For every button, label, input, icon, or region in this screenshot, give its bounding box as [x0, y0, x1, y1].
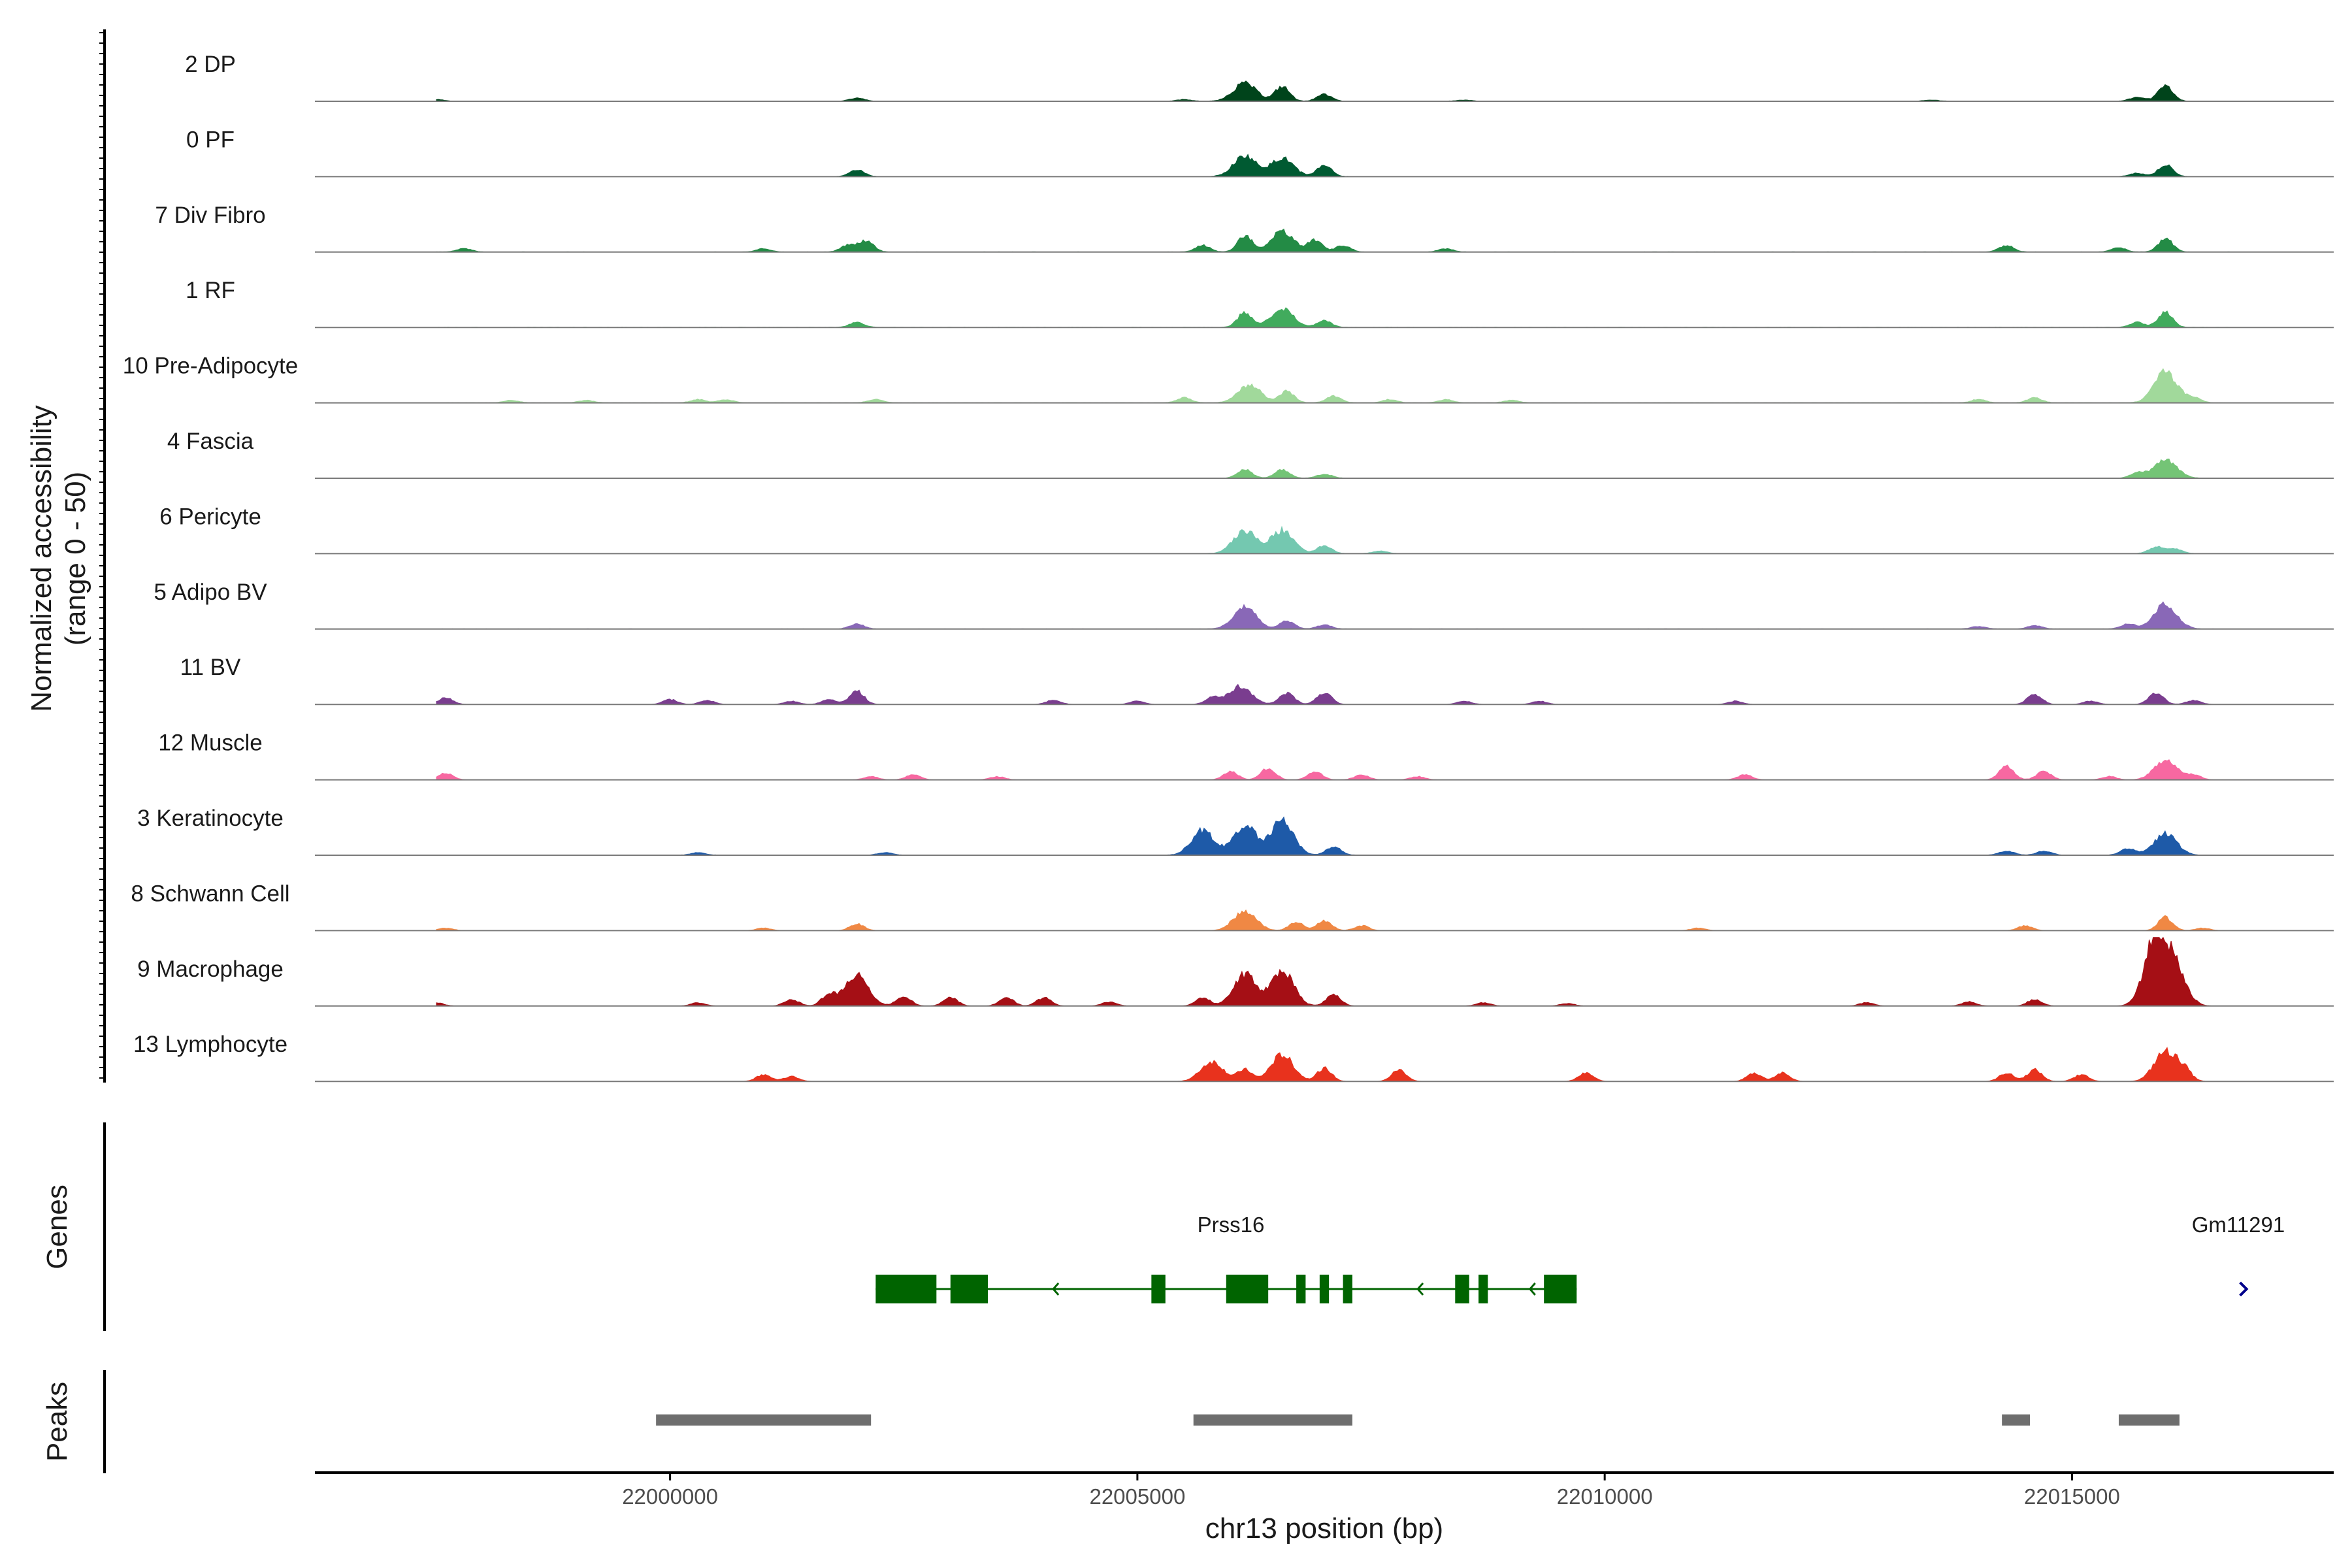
track-11: 3 Keratinocyte	[137, 806, 2334, 856]
gene-label: Prss16	[1198, 1213, 1265, 1237]
x-tick-label: 22015000	[2024, 1484, 2120, 1509]
exon-block	[1455, 1275, 1469, 1303]
exon-block	[1319, 1275, 1330, 1303]
track-2: 0 PF	[186, 127, 2334, 178]
track-13: 9 Macrophage	[137, 936, 2334, 1007]
exon-block	[1151, 1275, 1166, 1303]
coverage-area	[436, 458, 2232, 479]
track-label: 0 PF	[186, 127, 235, 152]
coverage-area	[436, 80, 2232, 102]
coverage-area	[436, 228, 2232, 253]
coverage-area	[436, 154, 2232, 177]
track-1: 2 DP	[185, 52, 2334, 102]
peak-region-track	[656, 1414, 2180, 1426]
track-6: 4 Fascia	[167, 429, 2334, 479]
exon-block	[1296, 1275, 1306, 1303]
gene-annotation-track: Prss16 Gm11291	[875, 1213, 2285, 1303]
strand-arrow-icon	[1416, 1282, 1424, 1296]
track-label: 13 Lymphocyte	[133, 1032, 287, 1057]
strand-arrow-icon	[1528, 1282, 1536, 1296]
track-label: 7 Div Fibro	[155, 203, 265, 228]
gene-label: Gm11291	[2192, 1213, 2285, 1237]
coverage-area	[436, 525, 2232, 554]
y-axis-title-line1: Normalized accessibility	[25, 405, 57, 711]
track-3: 7 Div Fibro	[155, 203, 2334, 253]
exon-block	[1343, 1275, 1352, 1303]
peak-region	[1193, 1414, 1352, 1426]
coverage-area	[436, 307, 2232, 328]
track-label: 11 BV	[180, 655, 241, 680]
track-label: 12 Muscle	[158, 730, 263, 756]
peak-region	[2118, 1414, 2180, 1426]
track-label: 1 RF	[186, 278, 235, 303]
gene-prss16: Prss16	[875, 1213, 1577, 1303]
track-4: 1 RF	[186, 278, 2334, 329]
coverage-tracks: 2 DP 0 PF 7 Div Fibro 1 RF 10 Pre-Adipocyte 4…	[123, 52, 2334, 1083]
y-axis-title-line2: (range 0 - 50)	[59, 472, 91, 646]
track-label: 3 Keratinocyte	[137, 806, 284, 831]
track-9: 11 BV	[180, 655, 2334, 706]
track-label: 4 Fascia	[167, 429, 254, 454]
peak-region	[656, 1414, 872, 1426]
track-label: 8 Schwann Cell	[131, 881, 289, 906]
exon-block	[950, 1275, 988, 1303]
gene-gm11291: Gm11291	[2192, 1213, 2285, 1297]
coverage-y-axis-ticks	[99, 32, 105, 1079]
track-7: 6 Pericyte	[159, 504, 2334, 555]
track-label: 10 Pre-Adipocyte	[123, 353, 298, 379]
x-tick-label: 22010000	[1557, 1484, 1653, 1509]
track-label: 2 DP	[185, 52, 236, 77]
track-14: 13 Lymphocyte	[133, 1032, 2334, 1083]
genes-axis-title: Genes	[41, 1184, 73, 1269]
track-label: 9 Macrophage	[137, 956, 284, 982]
exon-block	[1226, 1275, 1269, 1303]
peak-region	[2002, 1414, 2031, 1426]
x-axis-title: chr13 position (bp)	[1205, 1512, 1443, 1544]
track-10: 12 Muscle	[158, 730, 2334, 781]
track-label: 5 Adipo BV	[154, 580, 267, 605]
coverage-area	[436, 936, 2231, 1007]
strand-arrow-icon	[2239, 1281, 2249, 1297]
x-tick-label: 22000000	[622, 1484, 718, 1509]
strand-arrow-icon	[1052, 1282, 1060, 1296]
peaks-axis-title: Peaks	[41, 1382, 73, 1462]
track-label: 6 Pericyte	[159, 504, 261, 529]
x-axis-ticks: 22000000 22005000 22010000 22015000	[622, 1473, 2120, 1509]
track-8: 5 Adipo BV	[154, 580, 2334, 630]
coverage-area	[436, 601, 2232, 630]
x-tick-label: 22005000	[1089, 1484, 1185, 1509]
coverage-area	[436, 1047, 2231, 1082]
track-5: 10 Pre-Adipocyte	[123, 353, 2334, 404]
exon-block	[1478, 1275, 1488, 1303]
exon-block	[875, 1275, 937, 1303]
coverage-area	[436, 368, 2232, 404]
coverage-area	[436, 759, 2231, 781]
coverage-area	[436, 909, 2231, 931]
coverage-area	[436, 816, 2232, 856]
track-12: 8 Schwann Cell	[131, 881, 2334, 932]
coverage-area	[436, 683, 2231, 705]
exon-block	[1544, 1275, 1577, 1303]
